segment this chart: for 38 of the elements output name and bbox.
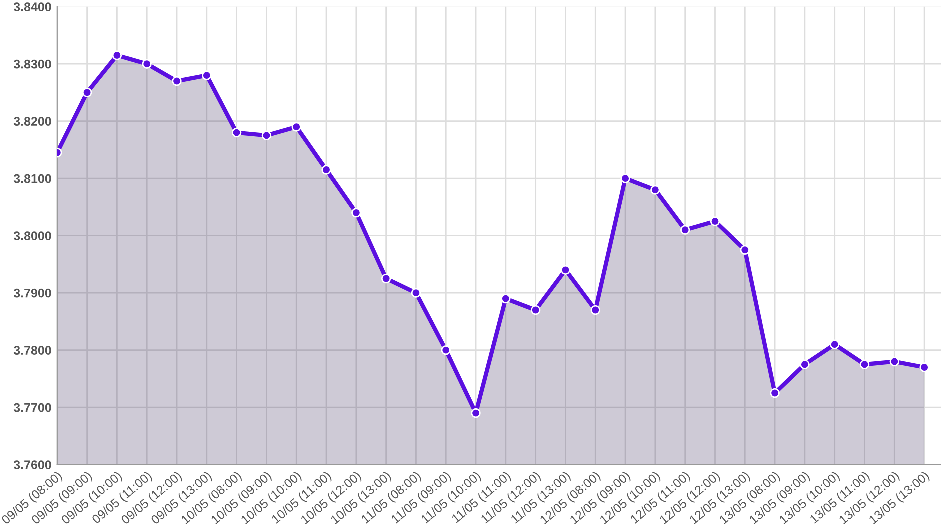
point xyxy=(142,59,152,69)
point xyxy=(650,185,660,195)
point xyxy=(441,345,451,356)
point xyxy=(740,245,750,256)
y-tick-label: 3.7800 xyxy=(14,346,52,355)
point xyxy=(471,408,481,418)
point xyxy=(710,216,720,226)
point xyxy=(560,265,571,276)
point xyxy=(172,76,182,86)
y-tick-label: 3.8200 xyxy=(14,117,52,126)
point xyxy=(381,274,392,284)
y-tick-label: 3.8300 xyxy=(14,60,52,69)
point xyxy=(680,225,690,235)
point xyxy=(590,305,600,316)
point xyxy=(352,208,362,218)
point xyxy=(262,130,272,141)
point xyxy=(620,174,630,184)
point xyxy=(82,88,92,98)
point xyxy=(202,70,212,80)
point xyxy=(770,388,780,398)
point xyxy=(530,305,541,316)
point xyxy=(411,288,422,298)
y-tick-label: 3.7600 xyxy=(14,460,52,470)
y-tick-label: 3.8100 xyxy=(14,174,52,184)
point xyxy=(322,165,332,175)
point xyxy=(800,360,810,370)
point xyxy=(920,362,930,372)
y-tick-label: 3.7700 xyxy=(14,403,52,412)
point xyxy=(890,356,900,367)
point xyxy=(830,340,840,350)
y-tick-label: 3.8400 xyxy=(14,2,52,12)
point xyxy=(501,294,511,304)
y-tick-label: 3.7900 xyxy=(14,288,52,298)
y-tick-label: 3.8000 xyxy=(14,232,52,240)
point xyxy=(860,360,870,370)
point xyxy=(232,128,242,138)
point xyxy=(292,122,302,132)
point xyxy=(112,50,122,60)
